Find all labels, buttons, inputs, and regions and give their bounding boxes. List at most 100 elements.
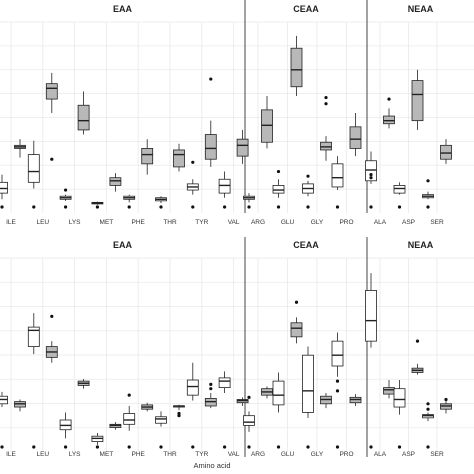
box-body <box>204 134 217 160</box>
x-tick-label: GLY <box>311 451 324 458</box>
box-body <box>349 126 362 149</box>
box-glu-0 <box>272 372 285 449</box>
box-body <box>440 144 452 160</box>
x-tick-label: THR <box>163 219 177 226</box>
box-body <box>243 415 255 426</box>
outlier-point <box>95 205 99 209</box>
box-ala-0 <box>365 273 377 449</box>
facet-label: CEAA <box>293 240 319 250</box>
facet-label: CEAA <box>293 4 319 14</box>
x-tick-label: GLY <box>311 219 324 226</box>
box-body <box>320 141 332 151</box>
outlier-point <box>426 179 430 183</box>
x-tick-label: ILE <box>6 219 16 226</box>
x-tick-label: LEU <box>36 451 49 458</box>
outlier-point <box>306 445 310 449</box>
outlier-point <box>426 205 430 209</box>
box-body <box>383 387 395 395</box>
outlier-point <box>247 205 251 209</box>
box-tyr-1 <box>204 382 217 409</box>
outlier-point <box>159 445 163 449</box>
box-arg-0 <box>243 193 255 209</box>
box-gly-0 <box>302 174 314 209</box>
outlier-point <box>369 173 373 177</box>
box-arg-1 <box>261 96 273 149</box>
x-tick-label: TYR <box>195 219 208 226</box>
box-body <box>141 148 154 165</box>
outlier-point <box>335 445 340 449</box>
box-val-0 <box>218 371 231 449</box>
box-lys-0 <box>59 188 72 209</box>
x-tick-label: PRO <box>339 451 353 458</box>
box-tyr-0 <box>186 160 199 209</box>
box-thr-1 <box>173 404 185 418</box>
outlier-point <box>426 445 430 449</box>
outlier-point <box>159 205 163 209</box>
box-ser-0 <box>422 179 434 209</box>
box-body <box>331 163 344 188</box>
box-body <box>393 388 406 408</box>
box-asp-1 <box>411 339 424 375</box>
box-thr-1 <box>173 143 185 172</box>
x-tick-label: VAL <box>228 219 240 226</box>
box-val-0 <box>218 171 231 209</box>
box-lys-1 <box>77 378 90 389</box>
box-val-1 <box>236 397 249 406</box>
box-ile-0 <box>0 174 8 209</box>
x-tick-label: LYS <box>69 451 81 458</box>
outlier-point <box>191 160 195 164</box>
facet-label: NEAA <box>408 240 434 250</box>
outlier-point <box>306 174 310 178</box>
outlier-point <box>50 157 54 161</box>
box-phe-1 <box>141 139 154 175</box>
x-tick-label: GLU <box>281 219 295 226</box>
outlier-point <box>324 95 328 100</box>
outlier-point <box>444 397 448 402</box>
box-body <box>27 326 40 347</box>
outlier-point <box>127 393 131 397</box>
box-arg-0 <box>243 395 255 449</box>
box-body <box>173 149 185 168</box>
outlier-point <box>127 445 131 449</box>
bottom-box-plot-panel: EAA ILE LEU LYS MET PHE THR TYR VAL CEAA ARG GLU GLY… <box>0 237 474 458</box>
top-box-plot-panel: EAA ILE LEU LYS MET PHE THR TYR VAL CEAA ARG GLU GLY… <box>0 0 474 226</box>
box-ile-0 <box>0 391 8 449</box>
outlier-point <box>32 445 36 449</box>
x-tick-label: SER <box>430 451 444 458</box>
outlier-point <box>64 205 68 209</box>
outlier-point <box>177 411 181 416</box>
outlier-point <box>276 445 281 449</box>
box-met-1 <box>109 173 122 192</box>
box-thr-0 <box>155 411 167 449</box>
outlier-point <box>415 339 420 343</box>
x-tick-label: ILE <box>6 451 16 458</box>
outlier-point <box>426 407 430 411</box>
x-tick-label: THR <box>163 451 177 458</box>
box-body <box>77 104 90 131</box>
outlier-point <box>64 445 68 449</box>
box-lys-0 <box>59 412 72 449</box>
x-axis-title: Amino acid <box>193 461 230 470</box>
box-met-1 <box>109 422 122 430</box>
outlier-point <box>191 445 195 449</box>
box-glu-1 <box>290 35 303 96</box>
x-tick-label: ASP <box>402 451 415 458</box>
x-tick-label: SER <box>430 219 444 226</box>
x-tick-label: MET <box>100 451 114 458</box>
box-body <box>0 181 8 194</box>
box-body <box>155 416 167 424</box>
box-thr-0 <box>155 196 167 209</box>
outlier-point <box>127 205 131 209</box>
box-body <box>27 154 40 183</box>
outlier-point <box>223 205 227 209</box>
outlier-point <box>369 176 373 180</box>
x-tick-label: PHE <box>132 451 146 458</box>
box-gly-0 <box>302 346 314 449</box>
outlier-point <box>209 77 213 81</box>
outlier-point <box>50 314 54 318</box>
box-body <box>411 80 424 122</box>
box-body <box>236 138 249 157</box>
outlier-point <box>324 102 328 106</box>
box-ala-1 <box>383 380 395 399</box>
